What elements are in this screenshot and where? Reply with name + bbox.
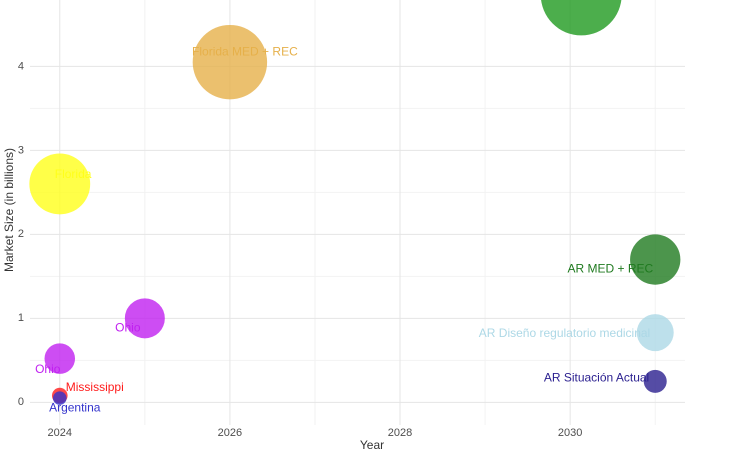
point-label: AR Situación Actual — [544, 370, 649, 384]
bubble — [29, 153, 91, 215]
point-label: Florida — [55, 167, 92, 181]
point-label: AR MED + REC — [568, 262, 654, 276]
bubble — [636, 314, 674, 352]
bubble — [192, 24, 268, 100]
point-label: Ohio — [35, 362, 61, 376]
point-label: Florida MED + REC — [192, 44, 298, 58]
y-tick-label: 3 — [18, 144, 24, 156]
y-tick-label: 2 — [18, 228, 24, 240]
bubble — [44, 343, 76, 374]
y-axis-label: Market Size (in billions) — [2, 148, 16, 272]
y-tick-label: 4 — [18, 60, 24, 72]
point-label: Ohio — [115, 321, 141, 335]
bubble — [541, 0, 622, 36]
x-tick-label: 2030 — [558, 427, 582, 439]
bubble — [643, 369, 667, 393]
bubble — [52, 391, 67, 405]
x-axis-label: Year — [360, 438, 384, 450]
bubble — [630, 234, 681, 285]
point-label: AR Diseño regulatorio medicinal — [479, 326, 650, 340]
x-tick-label: 2028 — [388, 427, 412, 439]
point-label: Argentina — [49, 400, 101, 414]
y-tick-label: 1 — [18, 312, 24, 324]
x-tick-label: 2024 — [48, 427, 72, 439]
x-tick-label: 2026 — [218, 427, 242, 439]
point-label: Mississippi — [66, 380, 124, 394]
bubble — [124, 298, 165, 339]
y-tick-label: 0 — [18, 396, 24, 408]
